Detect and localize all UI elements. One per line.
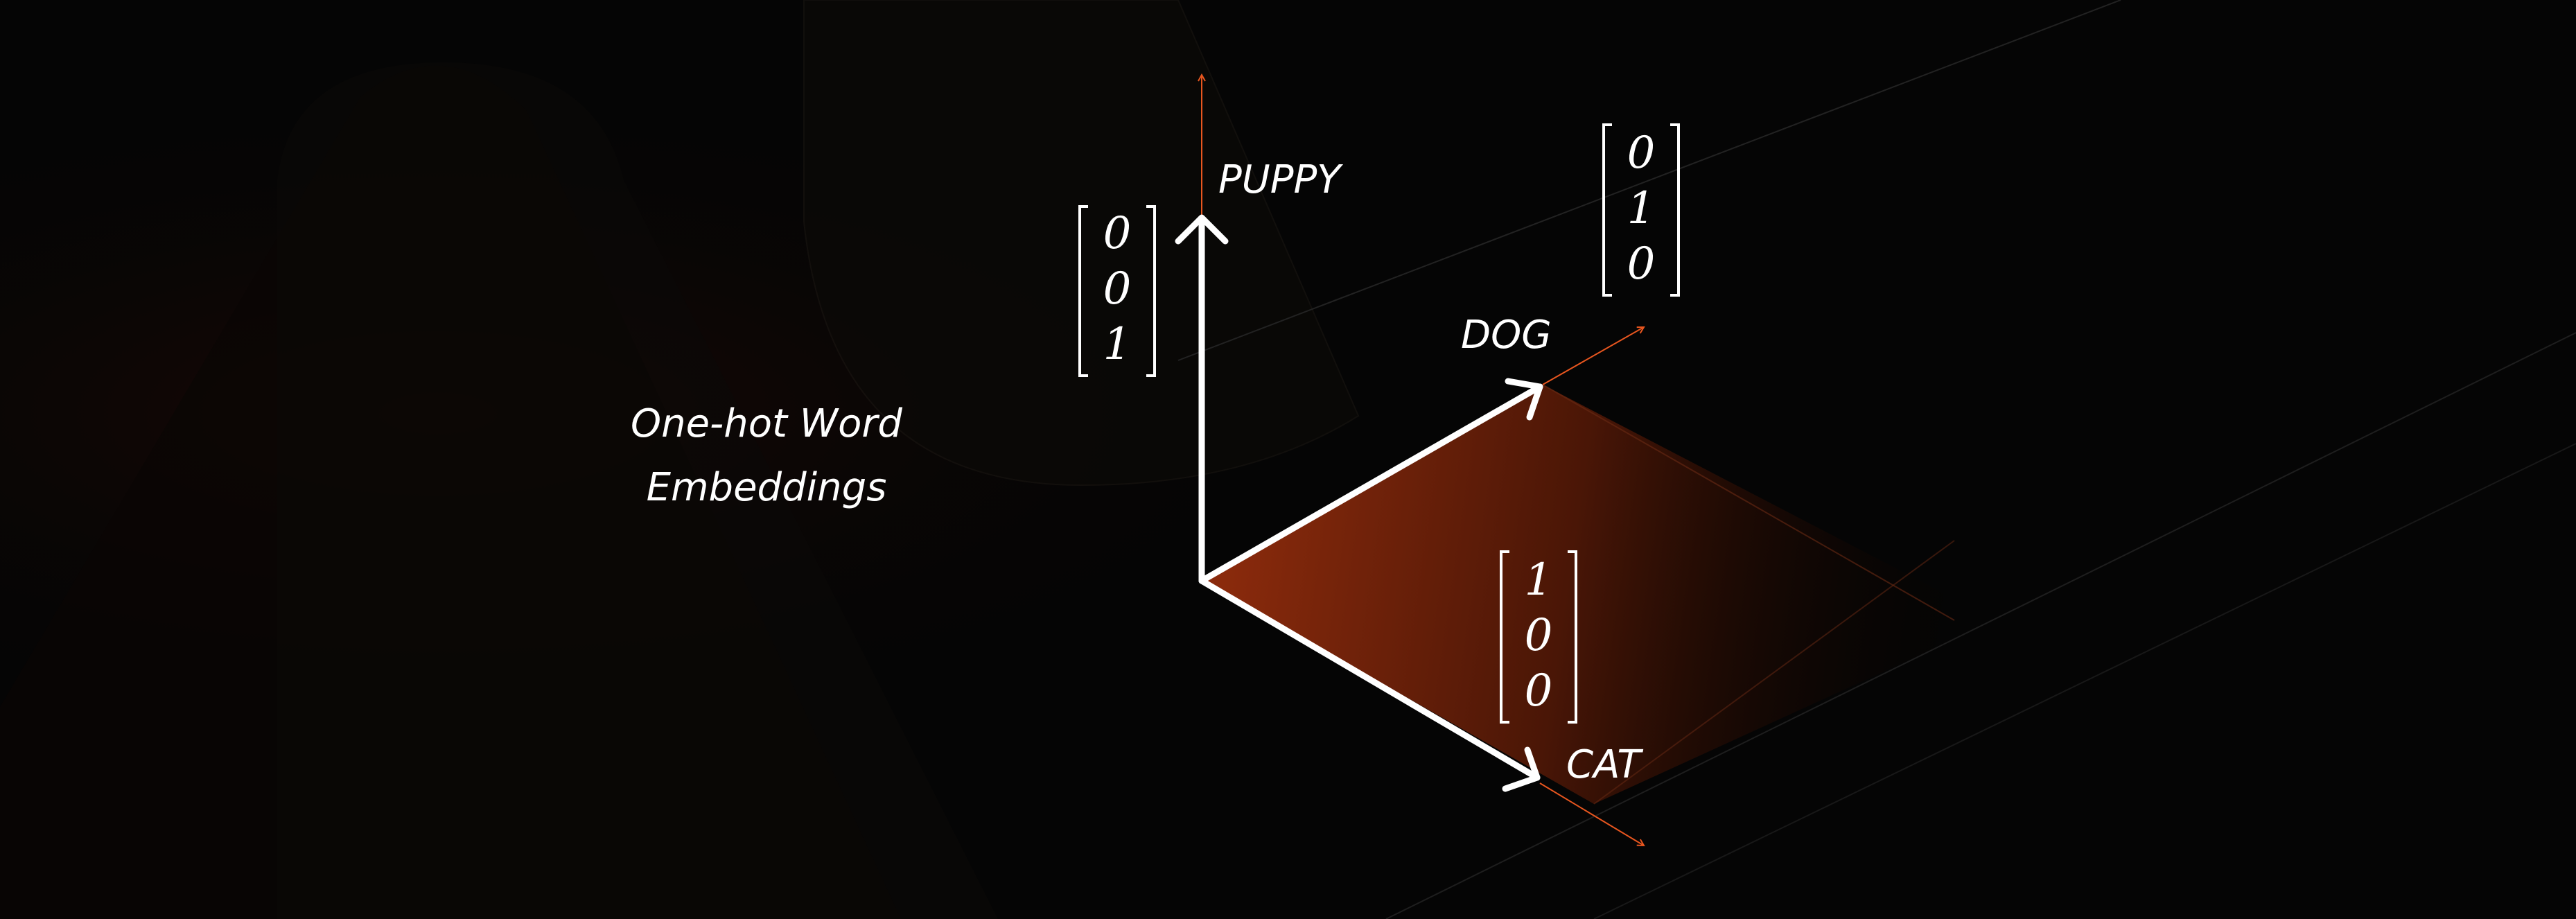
dog-vector: 0 1 0: [1602, 123, 1680, 297]
puppy-arrowhead-icon: [1175, 214, 1229, 245]
title-line-2: Embeddings: [647, 465, 887, 510]
cat-label: CAT: [1566, 742, 1643, 787]
cat-axis-extension: [1539, 782, 1644, 846]
puppy-label: PUPPY: [1218, 157, 1343, 202]
dog-label: DOG: [1461, 313, 1552, 358]
dog-arrowhead-icon: [1505, 378, 1543, 421]
dog-vector-value-1: 0: [1627, 128, 1656, 179]
left-bracket: [1602, 123, 1612, 297]
cat-axis: [1198, 577, 1541, 781]
cat-arrowhead-icon: [1502, 746, 1541, 792]
puppy-vector-value-2: 0: [1103, 263, 1132, 315]
right-bracket: [1146, 205, 1156, 377]
title-line-1: One-hot Word: [631, 401, 902, 446]
cat-vector-value-1: 1: [1525, 554, 1553, 606]
axes: [1175, 214, 1543, 792]
puppy-vector: 0 0 1: [1078, 205, 1156, 377]
left-bracket: [1078, 205, 1088, 377]
right-bracket: [1670, 123, 1680, 297]
puppy-vector-value-3: 1: [1103, 319, 1132, 370]
left-bracket: [1500, 550, 1509, 724]
right-bracket: [1568, 550, 1577, 724]
cat-dog-plane: [1202, 384, 1996, 805]
dog-vector-value-3: 0: [1627, 238, 1656, 290]
cat-vector: 1 0 0: [1500, 550, 1577, 724]
dog-vector-value-2: 1: [1627, 183, 1656, 234]
dog-axis: [1198, 383, 1543, 584]
dog-axis-extension: [1542, 327, 1644, 385]
cat-vector-value-3: 0: [1525, 665, 1553, 717]
cat-vector-value-2: 0: [1525, 610, 1553, 661]
puppy-vector-value-1: 0: [1103, 208, 1132, 259]
